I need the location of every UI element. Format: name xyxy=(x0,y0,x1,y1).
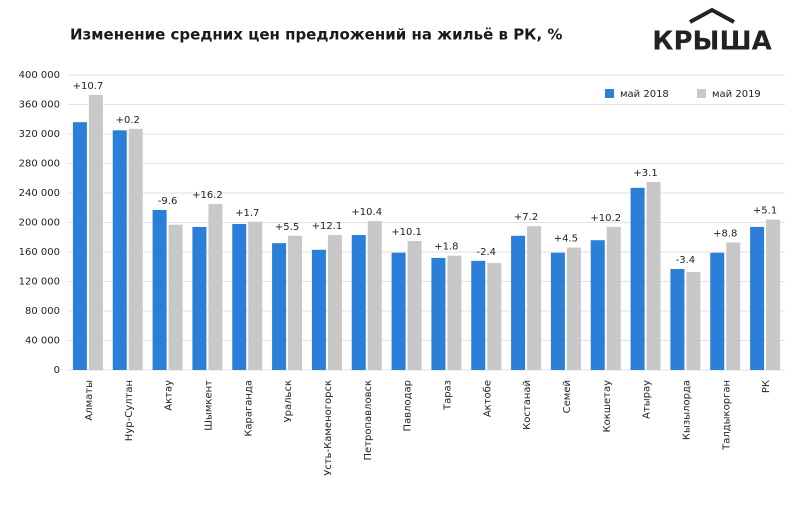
y-tick-label: 200 000 xyxy=(19,218,60,229)
bar xyxy=(168,224,183,370)
change-label: +5.5 xyxy=(275,222,299,233)
y-tick-label: 80 000 xyxy=(25,306,60,317)
bar xyxy=(550,252,565,370)
x-tick-label: Павлодар xyxy=(403,380,414,431)
bar xyxy=(391,252,406,370)
x-tick-label: Семей xyxy=(562,380,573,413)
change-label: -9.6 xyxy=(158,196,178,207)
bar xyxy=(670,268,685,370)
change-label: +10.4 xyxy=(351,207,382,218)
bar xyxy=(272,243,287,370)
logo-roof xyxy=(689,7,735,24)
x-tick-label: Талдыкорган xyxy=(721,380,732,451)
x-tick-label: Усть-Каменогорск xyxy=(323,380,334,476)
x-tick-label: Нур-Султан xyxy=(124,380,135,441)
bar xyxy=(232,223,247,370)
y-tick-label: 360 000 xyxy=(19,100,60,111)
legend-label: май 2019 xyxy=(712,89,761,100)
y-tick-label: 400 000 xyxy=(19,70,60,81)
change-label: +10.2 xyxy=(590,213,621,224)
bar xyxy=(351,235,366,370)
bar xyxy=(471,260,486,370)
bar xyxy=(646,181,661,370)
bar xyxy=(367,221,382,370)
bar xyxy=(686,271,701,370)
logo-text: КРЫША xyxy=(652,27,772,57)
change-label: +8.8 xyxy=(713,228,737,239)
bar xyxy=(88,94,103,370)
bar xyxy=(208,204,223,370)
bar xyxy=(566,247,581,370)
change-label: +0.2 xyxy=(116,115,140,126)
bar xyxy=(407,240,422,370)
y-tick-label: 160 000 xyxy=(19,247,60,258)
bar xyxy=(72,122,87,370)
legend-swatch xyxy=(697,89,706,98)
bar xyxy=(288,235,303,370)
bar xyxy=(152,209,167,370)
x-tick-label: Петропавловск xyxy=(363,380,374,460)
x-tick-label: Актобе xyxy=(482,380,493,417)
logo: КРЫША xyxy=(652,7,772,57)
y-tick-label: 320 000 xyxy=(19,129,60,140)
y-tick-label: 280 000 xyxy=(19,159,60,170)
bar xyxy=(630,187,645,370)
bar xyxy=(726,242,741,370)
x-tick-label: Кызылорда xyxy=(681,380,692,440)
bar xyxy=(710,252,725,370)
legend-swatch xyxy=(605,89,614,98)
bar xyxy=(606,226,621,370)
y-tick-label: 40 000 xyxy=(25,336,60,347)
bar xyxy=(311,249,326,370)
bar xyxy=(511,235,526,370)
bar xyxy=(431,257,446,370)
change-label: +10.1 xyxy=(391,227,422,238)
y-tick-label: 0 xyxy=(54,365,60,376)
bar xyxy=(766,219,781,370)
change-label: -3.4 xyxy=(676,255,696,266)
chart-title: Изменение средних цен предложений на жил… xyxy=(70,26,562,44)
x-tick-label: Шымкент xyxy=(203,380,214,431)
bar xyxy=(487,263,502,370)
change-label: +3.1 xyxy=(633,168,657,179)
bar xyxy=(750,226,765,370)
bar xyxy=(128,128,143,370)
change-label: +12.1 xyxy=(312,221,343,232)
x-tick-label: Уральск xyxy=(283,380,294,422)
y-tick-label: 240 000 xyxy=(19,188,60,199)
change-label: +5.1 xyxy=(753,206,777,217)
x-tick-label: Костанай xyxy=(522,380,533,430)
bar xyxy=(112,130,127,370)
y-tick-label: 120 000 xyxy=(19,277,60,288)
bar xyxy=(590,240,605,370)
x-tick-label: Алматы xyxy=(84,380,95,421)
bar xyxy=(248,221,263,370)
change-label: +4.5 xyxy=(554,234,578,245)
change-label: +16.2 xyxy=(192,190,223,201)
change-label: +1.7 xyxy=(235,208,259,219)
x-tick-label: РК xyxy=(761,380,772,393)
change-label: +10.7 xyxy=(73,81,104,92)
change-label: +7.2 xyxy=(514,212,538,223)
change-label: -2.4 xyxy=(476,247,496,258)
bar xyxy=(447,255,462,370)
change-label: +1.8 xyxy=(434,242,458,253)
x-tick-label: Атырау xyxy=(642,380,653,419)
legend-label: май 2018 xyxy=(620,89,669,100)
x-tick-label: Актау xyxy=(164,380,175,411)
x-tick-label: Тараз xyxy=(442,380,453,411)
x-tick-label: Кокшетау xyxy=(602,380,613,433)
x-tick-label: Караганда xyxy=(243,380,254,437)
bar xyxy=(527,226,542,370)
bar xyxy=(327,235,342,370)
bar xyxy=(192,226,207,370)
